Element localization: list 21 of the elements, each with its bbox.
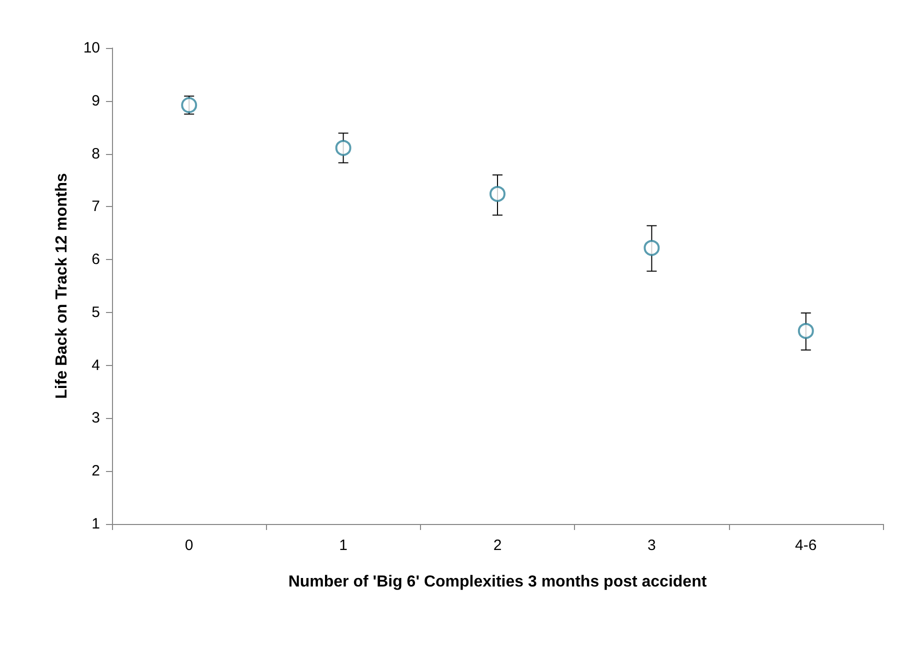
point <box>490 186 506 202</box>
y-tick-label: 7 <box>92 198 100 216</box>
y-tick-label: 9 <box>92 92 100 110</box>
y-tick-label: 6 <box>92 251 100 268</box>
y-tick-label: 5 <box>92 304 100 321</box>
x-tick-label: 1 <box>339 537 348 554</box>
point <box>335 140 352 156</box>
x-tick-label: 3 <box>648 537 656 554</box>
y-tick-label: 8 <box>92 145 100 162</box>
point <box>644 240 660 256</box>
y-axis-title: Life Back on Track 12 months <box>54 172 70 399</box>
x-tick-label: 4-6 <box>795 537 817 554</box>
y-tick-label: 10 <box>83 40 100 56</box>
x-axis-title: Number of 'Big 6' Complexities 3 months post accident <box>288 574 708 590</box>
y-tick-label: 3 <box>92 410 100 427</box>
point <box>798 322 814 339</box>
x-tick-label: 2 <box>493 537 502 554</box>
y-tick-label: 2 <box>92 462 100 480</box>
y-tick-label: 4 <box>92 356 100 374</box>
x-tick-label: 0 <box>184 537 194 554</box>
y-tick-label: 1 <box>92 516 100 532</box>
